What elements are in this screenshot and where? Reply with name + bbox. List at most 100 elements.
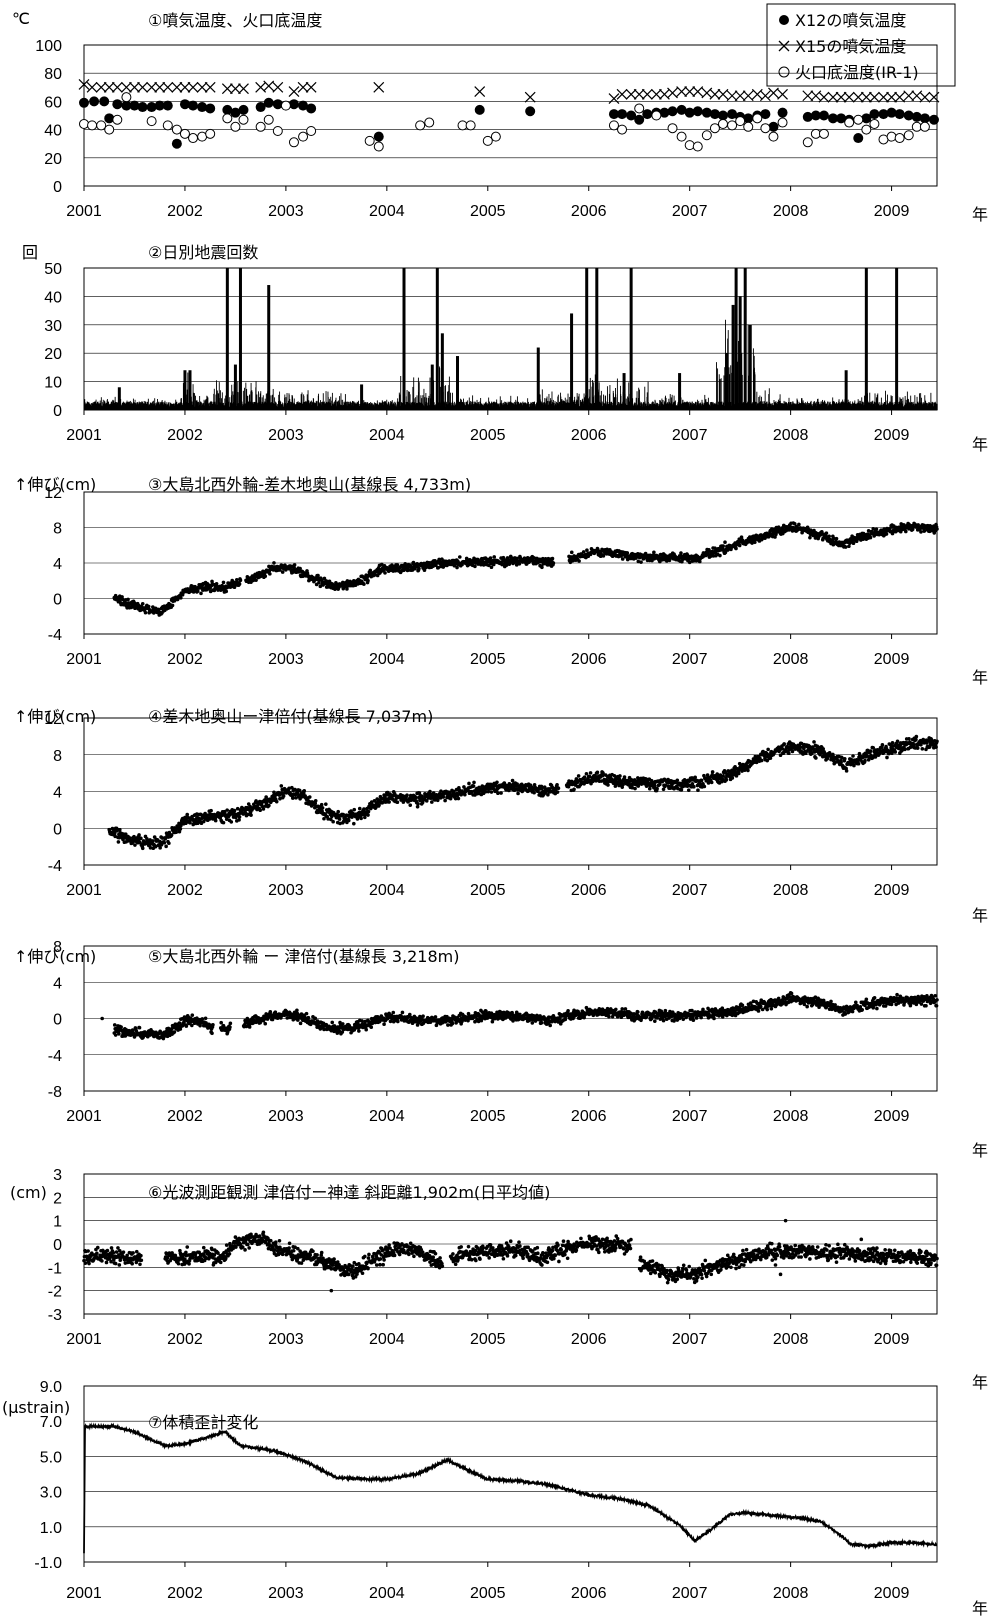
count-bar [578, 393, 580, 410]
count-bar [914, 395, 916, 410]
point-x15 [608, 93, 620, 105]
count-spike [117, 387, 121, 410]
count-bar [720, 378, 722, 410]
point-ir1 [777, 117, 788, 128]
count-bar [764, 390, 766, 410]
point-ir1 [230, 121, 241, 132]
point-ir1 [306, 126, 317, 137]
point-ir1 [424, 117, 435, 128]
count-bar [84, 399, 86, 410]
count-bar [301, 392, 303, 410]
point-x12 [263, 97, 274, 108]
count-bar [761, 402, 763, 410]
count-spike [360, 384, 364, 410]
point-ir1 [818, 128, 829, 139]
point-ir1 [79, 118, 89, 129]
count-bar [259, 393, 261, 410]
count-bar [213, 388, 215, 410]
count-bar [329, 398, 331, 410]
count-bar [398, 392, 400, 410]
daily-point [403, 562, 407, 566]
point-x12 [197, 102, 208, 113]
count-spike [585, 268, 589, 410]
count-bar [647, 401, 649, 410]
count-bar [613, 402, 615, 410]
count-bar [636, 391, 638, 410]
count-bar [210, 400, 212, 410]
count-bar [102, 399, 104, 410]
count-bar [646, 392, 648, 410]
count-bar [588, 398, 589, 410]
point-x15 [120, 81, 132, 93]
point-ir1 [886, 131, 897, 142]
count-bar [899, 397, 901, 410]
count-bar [644, 401, 646, 410]
point-x15 [692, 86, 704, 97]
count-bar [408, 403, 410, 410]
daily-point [120, 597, 125, 602]
count-bar [815, 401, 817, 410]
count-bar [807, 402, 809, 410]
count-bar [508, 402, 510, 410]
y-tick-label: 50 [44, 261, 62, 278]
count-bar [407, 391, 409, 410]
count-bar [675, 400, 676, 410]
point-ir1 [162, 120, 173, 131]
count-bar [422, 395, 424, 410]
count-spike [864, 268, 868, 410]
daily-point [272, 561, 276, 565]
point-x12 [272, 99, 283, 110]
count-bar [426, 397, 428, 410]
count-bar [326, 401, 328, 410]
legend-cross-icon [778, 40, 790, 52]
point-x12 [525, 106, 536, 117]
count-bar [530, 402, 532, 410]
point-x15 [633, 88, 645, 100]
count-bar [723, 375, 725, 410]
point-ir1 [298, 131, 309, 142]
point-x12 [474, 104, 485, 115]
count-bar [609, 385, 611, 410]
point-x15 [717, 88, 729, 100]
count-bar [707, 402, 709, 410]
count-bar [237, 381, 239, 410]
count-bar [826, 401, 828, 410]
point-ir1 [96, 120, 107, 131]
point-x15 [616, 88, 628, 100]
point-x15 [827, 91, 839, 103]
count-bar [258, 391, 259, 410]
daily-point [734, 546, 738, 551]
count-bar [608, 393, 610, 410]
point-x12 [768, 121, 779, 132]
count-bar [503, 402, 505, 410]
count-bar [390, 401, 392, 410]
x-tick-label: 2002 [167, 203, 203, 220]
legend-open-circle-icon [778, 66, 790, 78]
count-bar [669, 394, 671, 410]
count-bar [611, 402, 613, 410]
count-bar [206, 395, 208, 410]
point-x12 [818, 110, 829, 121]
count-bar [153, 400, 155, 410]
count-bar [388, 402, 390, 410]
point-x15 [759, 90, 771, 102]
point-ir1 [727, 120, 738, 131]
daily-point [368, 568, 373, 573]
count-bar [591, 386, 593, 410]
count-bar [759, 395, 761, 410]
x-tick-label: 2007 [672, 651, 708, 668]
daily-point [254, 578, 258, 582]
daily-point [221, 580, 226, 585]
count-bar [659, 400, 661, 410]
point-x12 [717, 110, 728, 121]
count-bar [880, 397, 882, 410]
point-x12 [288, 99, 299, 110]
count-bar [810, 401, 812, 410]
count-bar [132, 398, 134, 410]
count-bar [179, 402, 181, 410]
count-bar [246, 389, 248, 410]
point-x15 [777, 88, 788, 100]
count-bar [415, 397, 417, 410]
x-tick-label: 2006 [571, 651, 607, 668]
count-spike [629, 268, 633, 410]
